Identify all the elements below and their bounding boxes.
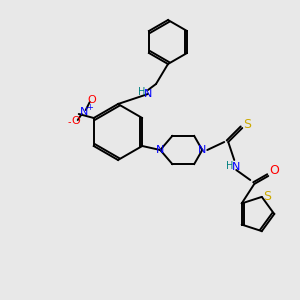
Text: N: N [232, 162, 240, 172]
Text: H: H [226, 161, 233, 171]
Text: N: N [156, 145, 164, 155]
Text: O: O [87, 95, 96, 105]
Text: O: O [269, 164, 279, 178]
Text: N: N [198, 145, 206, 155]
Text: +: + [86, 103, 93, 112]
Text: S: S [243, 118, 251, 130]
Text: O: O [71, 116, 80, 126]
Text: S: S [263, 190, 271, 203]
Text: N: N [80, 107, 88, 117]
Text: -: - [68, 117, 71, 127]
Text: H: H [138, 87, 146, 97]
Text: N: N [144, 89, 152, 99]
